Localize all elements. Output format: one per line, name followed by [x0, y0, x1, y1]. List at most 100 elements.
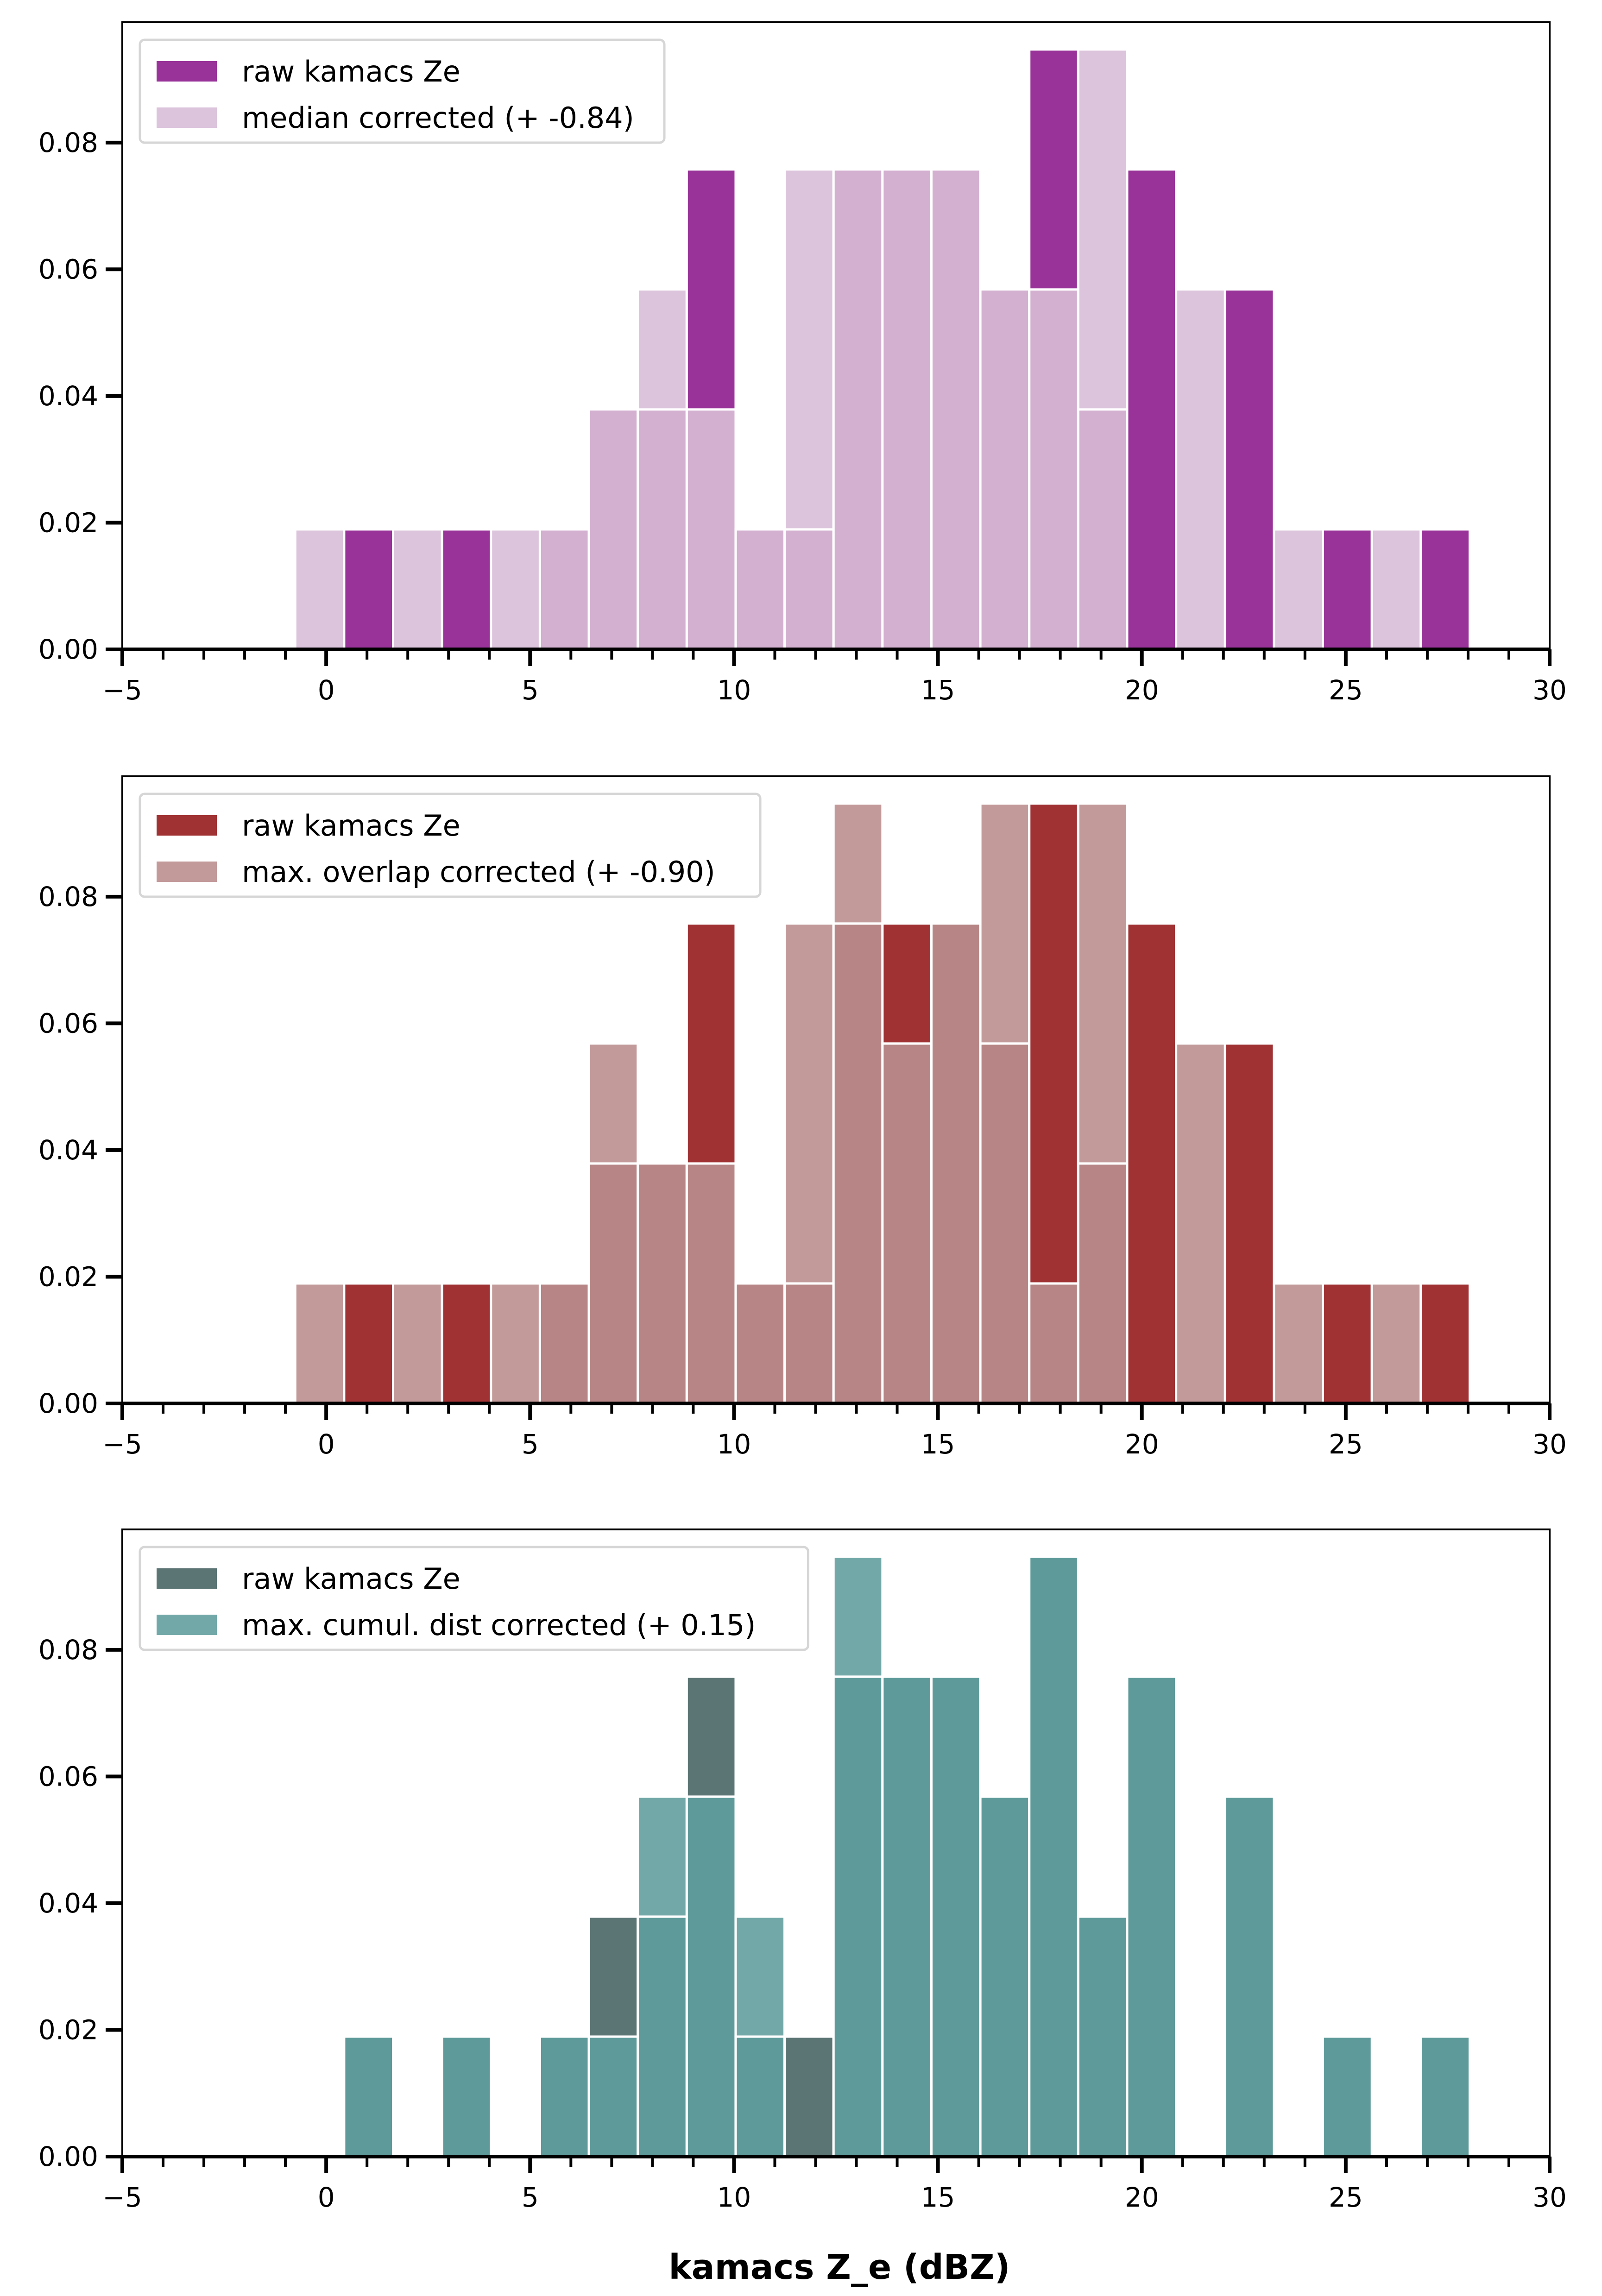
- raw-bar: [783, 2035, 835, 2158]
- overlap-bar: [881, 1042, 933, 1405]
- legend-label-raw: raw kamacs Ze: [242, 1562, 460, 1596]
- y-tick-label: 0.02: [38, 2014, 98, 2045]
- histogram-panel-max-overlap: −5 0 5 10 15 20 25 30 0.00 0.02 0.04 0.06 0.08 raw ka…: [38, 775, 1567, 1460]
- x-tick-label: 30: [1533, 2182, 1567, 2213]
- overlap-bar: [930, 1675, 982, 2158]
- overlap-bar: [587, 408, 639, 651]
- raw-bar: [685, 1675, 737, 1798]
- x-tick-label: 15: [921, 2182, 955, 2213]
- corrected-bar: [490, 1282, 541, 1405]
- x-tick-label: 5: [522, 2182, 539, 2213]
- overlap-bar: [637, 1162, 688, 1405]
- corrected-bar: [1175, 288, 1226, 651]
- x-tick-label: 25: [1329, 674, 1363, 706]
- x-tick-label: 10: [717, 1428, 751, 1460]
- x-tick-label: −5: [102, 674, 142, 706]
- legend-swatch-raw: [157, 1568, 217, 1589]
- overlap-bar: [343, 2035, 395, 2158]
- x-axis-label: kamacs Z_e (dBZ): [669, 2247, 1010, 2287]
- x-tick-label: 5: [522, 674, 539, 706]
- overlap-bar: [1419, 2035, 1471, 2158]
- overlap-bar: [587, 1162, 639, 1405]
- x-tick-label: 0: [318, 674, 335, 706]
- legend-swatch-corrected: [157, 862, 217, 882]
- overlap-bar: [979, 288, 1031, 651]
- raw-bar: [1126, 922, 1178, 1405]
- x-tick-label: 10: [717, 2182, 751, 2213]
- raw-bar: [1419, 1282, 1471, 1405]
- overlap-bar: [881, 1675, 933, 2158]
- corrected-bar: [783, 168, 835, 531]
- x-tick-label: −5: [102, 2182, 142, 2213]
- raw-bar: [881, 922, 933, 1045]
- y-tick-label: 0.08: [38, 1634, 98, 1666]
- y-tick-label: 0.08: [38, 881, 98, 912]
- corrected-bar: [294, 1282, 346, 1405]
- corrected-bar: [832, 802, 884, 925]
- corrected-bar: [979, 802, 1031, 1045]
- y-tick-label: 0.04: [38, 1134, 98, 1166]
- raw-bar: [1028, 802, 1079, 1285]
- raw-bar: [1224, 288, 1275, 651]
- y-tick-label: 0.06: [38, 1007, 98, 1039]
- y-tick-label: 0.00: [38, 634, 98, 665]
- corrected-bar: [637, 1795, 688, 1918]
- x-tick-label: 25: [1329, 1428, 1363, 1460]
- y-tick-label: 0.08: [38, 127, 98, 158]
- x-tick-label: 20: [1125, 674, 1159, 706]
- corrected-bar: [1077, 802, 1129, 1165]
- raw-bar: [1028, 48, 1079, 291]
- x-tick-label: 10: [717, 674, 751, 706]
- overlap-bar: [1077, 408, 1129, 651]
- corrected-bar: [1273, 528, 1324, 651]
- x-tick-label: 25: [1329, 2182, 1363, 2213]
- overlap-bar: [783, 528, 835, 651]
- legend-swatch-corrected: [157, 107, 217, 128]
- overlap-bar: [1028, 1555, 1079, 2158]
- raw-bar: [441, 528, 492, 651]
- overlap-bar: [881, 168, 933, 651]
- overlap-bar: [685, 1795, 737, 2158]
- overlap-bar: [832, 922, 884, 1405]
- legend-box: [139, 38, 666, 144]
- y-tick-label: 0.06: [38, 1761, 98, 1792]
- corrected-bar: [1370, 528, 1422, 651]
- legend: raw kamacs Ze max. cumul. dist corrected …: [139, 1546, 809, 1651]
- raw-bar: [343, 1282, 395, 1405]
- overlap-bar: [637, 408, 688, 651]
- corrected-bar: [1370, 1282, 1422, 1405]
- y-tick-label: 0.00: [38, 2141, 98, 2172]
- y-tick-label: 0.00: [38, 1388, 98, 1419]
- corrected-bar: [637, 288, 688, 411]
- x-tick-label: 0: [318, 2182, 335, 2213]
- overlap-bar: [1126, 1675, 1178, 2158]
- x-tick-label: 15: [921, 1428, 955, 1460]
- legend-label-corrected: max. cumul. dist corrected (+ 0.15): [242, 1608, 756, 1642]
- x-tick-label: 20: [1125, 2182, 1159, 2213]
- legend: raw kamacs Ze median corrected (+ -0.84): [139, 38, 666, 144]
- y-tick-label: 0.04: [38, 1887, 98, 1919]
- raw-bar: [587, 1915, 639, 2038]
- overlap-bar: [979, 1042, 1031, 1405]
- overlap-bar: [979, 1795, 1031, 2158]
- x-tick-label: 0: [318, 1428, 335, 1460]
- y-tick-label: 0.04: [38, 380, 98, 412]
- x-tick-label: 30: [1533, 674, 1567, 706]
- corrected-bar: [587, 1042, 639, 1165]
- corrected-bar: [783, 922, 835, 1285]
- x-tick-label: 5: [522, 1428, 539, 1460]
- overlap-bar: [832, 1675, 884, 2158]
- x-tick-label: −5: [102, 1428, 142, 1460]
- legend-swatch-corrected: [157, 1615, 217, 1635]
- legend-swatch-raw: [157, 815, 217, 836]
- overlap-bar: [1322, 2035, 1373, 2158]
- histogram-panel-median: −5 0 5 10 15 20 25 30 0.00 0.02 0.04 0.06 0.08 raw ka…: [38, 21, 1567, 706]
- y-tick-label: 0.06: [38, 253, 98, 285]
- histogram-panel-cumul-dist: −5 0 5 10 15 20 25 30 0.00 0.02 0.04 0.06 0.08 raw ka…: [38, 1529, 1567, 2213]
- raw-bar: [1419, 528, 1471, 651]
- raw-bar: [1224, 1042, 1275, 1405]
- overlap-bar: [1077, 1162, 1129, 1405]
- x-tick-label: 15: [921, 674, 955, 706]
- legend-label-raw: raw kamacs Ze: [242, 55, 460, 88]
